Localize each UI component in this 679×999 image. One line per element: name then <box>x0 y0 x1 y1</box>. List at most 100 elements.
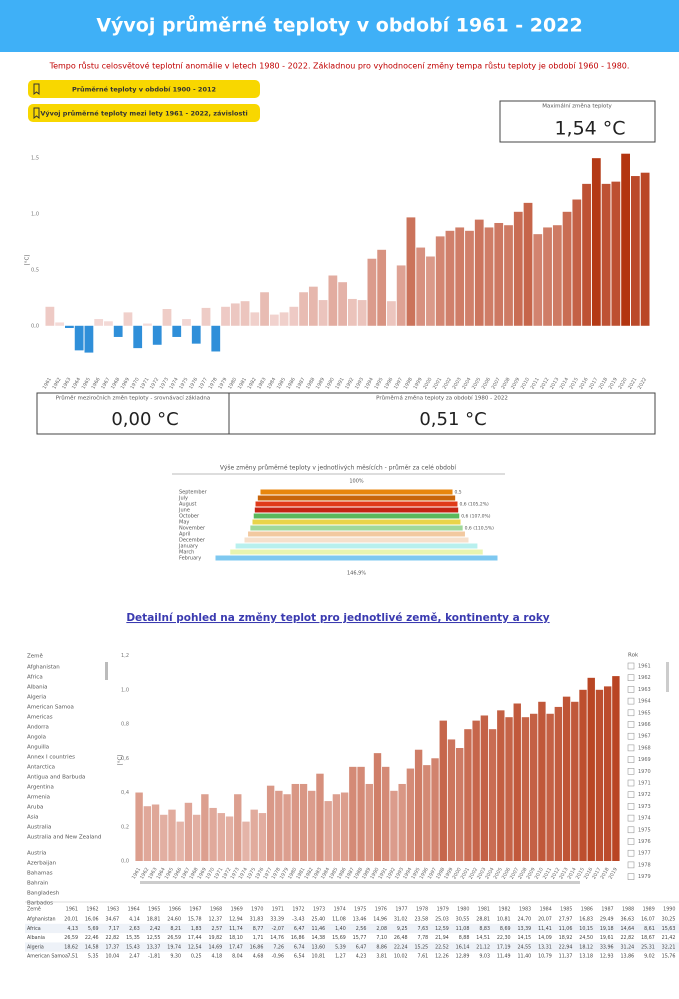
table-cell: 19,61 <box>600 935 614 941</box>
funnel-category: December <box>179 538 206 544</box>
x-tick-label: 1965 <box>164 867 175 881</box>
x-tick-label: 1962 <box>51 377 62 391</box>
table-cell: 33,96 <box>600 944 614 950</box>
checkbox[interactable] <box>627 861 635 869</box>
x-tick-label: 2004 <box>484 867 495 881</box>
table-header: 1983 <box>519 907 531 913</box>
table-cell: 11,49 <box>497 954 511 960</box>
scrollbar[interactable] <box>140 881 580 884</box>
table-cell: 17,47 <box>229 944 243 950</box>
x-tick-label: 1995 <box>373 377 384 391</box>
checkbox[interactable] <box>627 791 635 798</box>
table-cell: 7,26 <box>273 944 284 950</box>
detail-link[interactable]: Detailní pohled na změny teplot pro jedn… <box>126 612 549 624</box>
button-label[interactable]: Vývoj průměrné teploty mezi lety 1961 - … <box>40 109 247 118</box>
checkbox[interactable] <box>627 803 635 810</box>
table-row-band <box>25 923 679 934</box>
checkbox[interactable] <box>627 732 635 740</box>
bar <box>601 183 611 326</box>
table-cell: 2,63 <box>129 926 140 932</box>
x-tick-label: 1989 <box>361 867 372 881</box>
table-cell: 8,21 <box>170 926 181 932</box>
x-tick-label: 2012 <box>550 867 561 881</box>
checkbox[interactable] <box>627 814 635 822</box>
header-title: Vývoj průměrné teploty v období 1961 - 2… <box>96 14 582 37</box>
x-tick-label: 2014 <box>567 867 578 881</box>
checkbox[interactable] <box>627 768 635 775</box>
scrollbar[interactable] <box>666 662 669 692</box>
x-tick-label: 1976 <box>188 377 199 391</box>
table-cell: 0,25 <box>191 954 202 960</box>
button-bg[interactable] <box>28 104 260 122</box>
table-cell: 5,35 <box>88 954 99 960</box>
button-bg[interactable] <box>28 80 260 98</box>
checkbox[interactable] <box>627 838 635 845</box>
table-header: 1971 <box>272 907 284 913</box>
x-tick-label: 1971 <box>213 867 224 881</box>
funnel-category: April <box>179 532 190 538</box>
funnel-category: February <box>179 556 201 562</box>
x-tick-label: 1994 <box>402 867 413 881</box>
slicer-title: Země <box>27 653 44 660</box>
x-tick-label: 2010 <box>520 377 531 391</box>
bar <box>414 749 423 861</box>
x-tick-label: 2000 <box>422 377 433 391</box>
scrollbar[interactable] <box>105 662 108 680</box>
x-tick-label: 1979 <box>279 867 290 881</box>
checkbox[interactable] <box>627 779 635 787</box>
x-tick-label: 1980 <box>227 377 238 391</box>
slicer-item: 1966 <box>638 722 651 728</box>
checkbox[interactable] <box>627 709 635 717</box>
table-cell: 26,59 <box>64 935 78 941</box>
bar <box>612 676 620 861</box>
x-tick-label: 1966 <box>90 377 101 391</box>
slicer-item: 1968 <box>638 745 651 751</box>
x-tick-label: 2009 <box>510 377 521 391</box>
funnel-bar <box>252 519 461 525</box>
bar <box>143 806 152 861</box>
x-tick-label: 1966 <box>172 867 183 881</box>
table-cell: 8,86 <box>376 944 387 950</box>
button-label[interactable]: Průměrné teploty v období 1900 - 2012 <box>72 85 216 94</box>
button[interactable]: Průměrné teploty v období 1900 - 2012 <box>28 80 260 98</box>
bar <box>279 312 289 326</box>
x-tick-label: 2013 <box>549 377 560 391</box>
x-tick-label: 1974 <box>238 867 249 881</box>
bar <box>217 813 226 861</box>
table-cell: 9,25 <box>397 926 408 932</box>
checkbox[interactable] <box>627 697 635 705</box>
checkbox[interactable] <box>627 744 635 752</box>
bar <box>562 211 572 326</box>
bar <box>240 301 250 326</box>
checkbox[interactable] <box>627 826 635 834</box>
x-tick-label: 2011 <box>542 867 553 881</box>
table-header: 1989 <box>643 907 655 913</box>
checkbox[interactable] <box>627 686 635 693</box>
bar <box>94 319 104 326</box>
y-tick-label: 0,0 <box>31 323 39 329</box>
checkbox[interactable] <box>627 873 635 880</box>
button[interactable]: Vývoj průměrné teploty mezi lety 1961 - … <box>28 104 260 122</box>
funnel-annotation: 100% <box>349 479 364 485</box>
table-cell: 13,39 <box>517 926 531 932</box>
x-tick-label: 1973 <box>229 867 240 881</box>
checkbox[interactable] <box>627 674 635 681</box>
funnel-bar <box>244 537 469 543</box>
checkbox[interactable] <box>627 756 635 763</box>
slicer-item: 1977 <box>638 851 651 857</box>
y-tick-label: 0,8 <box>121 722 129 728</box>
table-cell: 13,86 <box>620 954 634 960</box>
checkbox[interactable] <box>627 849 635 857</box>
x-tick-label: 2006 <box>481 377 492 391</box>
x-tick-label: 1967 <box>100 377 111 391</box>
y-axis-label: [°C] <box>25 255 31 266</box>
bar <box>168 809 176 861</box>
x-tick-label: 2002 <box>442 377 453 391</box>
checkbox[interactable] <box>627 662 635 670</box>
slicer-item: 1976 <box>638 839 651 845</box>
checkbox[interactable] <box>627 721 635 728</box>
table-cell: 26,48 <box>394 935 408 941</box>
bar <box>299 292 308 326</box>
funnel-bar <box>254 507 459 513</box>
bar <box>104 321 113 326</box>
